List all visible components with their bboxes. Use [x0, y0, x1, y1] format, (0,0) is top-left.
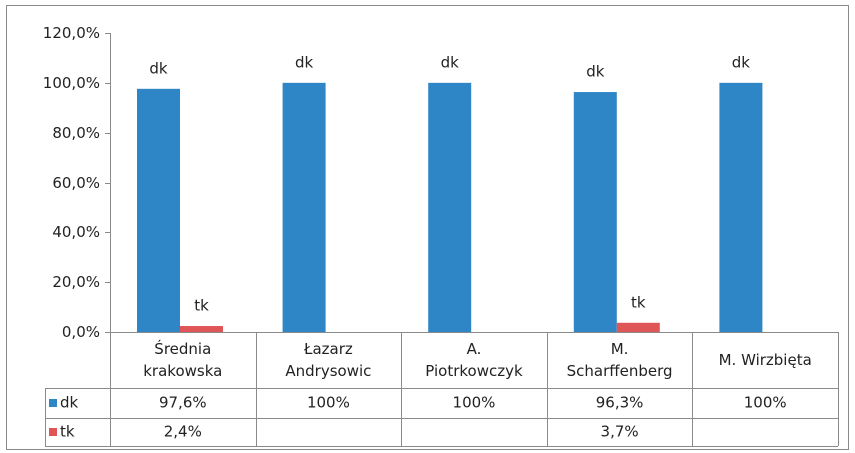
y-tick-label: 40,0%	[52, 223, 100, 241]
category-cell: A. Piotrkowczyk	[425, 340, 523, 380]
table-value: 96,3%	[596, 394, 644, 412]
category-cell: M. Wirzbięta	[718, 351, 812, 369]
category-cell: Średnia krakowska	[143, 340, 223, 380]
bar	[428, 82, 472, 332]
table-value: 97,6%	[159, 394, 207, 412]
data-label: dk	[441, 53, 460, 71]
x-tick-label: Łazarz Andrysowic	[285, 340, 372, 380]
y-tick-label: 20,0%	[52, 273, 100, 291]
legend-label: dk	[60, 394, 79, 412]
x-tick-label: A. Piotrkowczyk	[425, 340, 523, 380]
data-label: dk	[295, 53, 314, 71]
legend-key	[49, 428, 57, 436]
bar	[616, 322, 660, 332]
y-tick-label: 0,0%	[62, 323, 100, 341]
bar	[282, 82, 326, 332]
data-label: dk	[149, 59, 168, 77]
data-label: tk	[631, 293, 646, 311]
category-cell: Łazarz Andrysowic	[285, 340, 372, 380]
x-tick-label: Średnia krakowska	[143, 340, 223, 380]
y-tick-label: 60,0%	[52, 174, 100, 192]
y-tick-label: 120,0%	[43, 24, 100, 42]
y-tick-label: 100,0%	[43, 74, 100, 92]
x-tick-label: M. Wirzbięta	[718, 351, 812, 369]
table-value: 2,4%	[164, 423, 202, 441]
table-value: 3,7%	[601, 423, 639, 441]
table-value: 100%	[307, 394, 350, 412]
table-value: 100%	[744, 394, 787, 412]
bar	[137, 88, 180, 333]
y-tick-label: 80,0%	[52, 124, 100, 142]
legend-key	[49, 399, 57, 407]
bar	[573, 92, 617, 333]
legend-label: tk	[60, 423, 75, 441]
x-tick-label: M. Scharffenberg	[566, 340, 673, 380]
bar	[180, 326, 223, 332]
bar	[719, 82, 763, 332]
data-label: dk	[732, 53, 751, 71]
table-value: 100%	[453, 394, 496, 412]
data-label: tk	[194, 297, 209, 315]
data-label: dk	[586, 63, 605, 81]
category-cell: M. Scharffenberg	[566, 340, 673, 380]
